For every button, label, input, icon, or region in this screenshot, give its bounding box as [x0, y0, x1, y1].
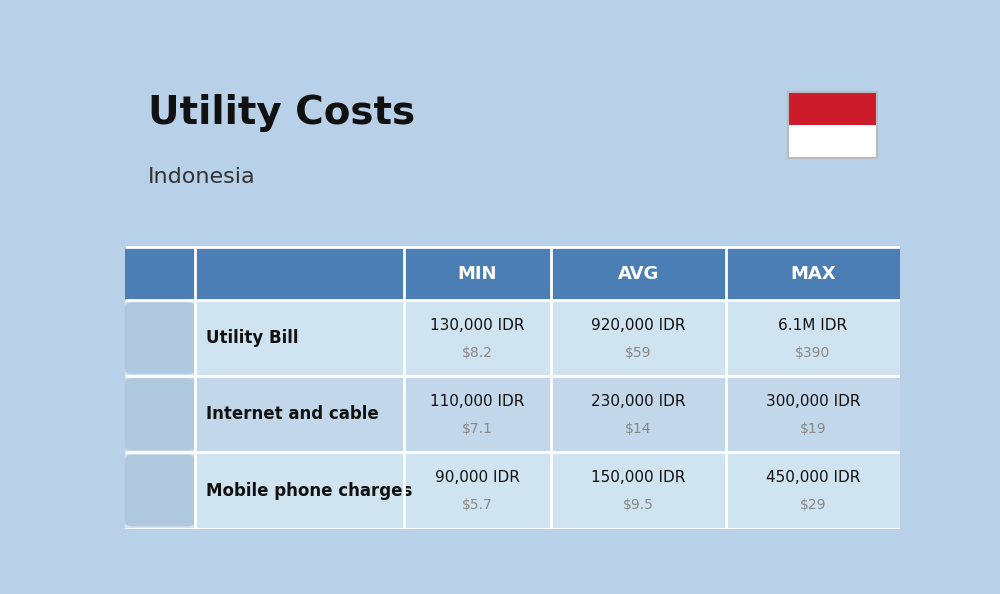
- Text: AVG: AVG: [618, 265, 659, 283]
- Text: $14: $14: [625, 422, 652, 436]
- Text: $59: $59: [625, 346, 652, 360]
- Text: MAX: MAX: [790, 265, 836, 283]
- Text: MIN: MIN: [458, 265, 497, 283]
- Text: 90,000 IDR: 90,000 IDR: [435, 470, 520, 485]
- Bar: [788, 92, 877, 158]
- Bar: [125, 300, 900, 376]
- Text: $5.7: $5.7: [462, 498, 493, 512]
- FancyBboxPatch shape: [125, 302, 195, 374]
- Text: 450,000 IDR: 450,000 IDR: [766, 470, 860, 485]
- Bar: [788, 92, 877, 125]
- Bar: [125, 453, 900, 529]
- Text: Internet and cable: Internet and cable: [206, 405, 379, 424]
- Text: $9.5: $9.5: [623, 498, 654, 512]
- Text: 6.1M IDR: 6.1M IDR: [778, 318, 847, 333]
- Bar: [125, 247, 900, 300]
- Bar: [788, 125, 877, 158]
- Text: 150,000 IDR: 150,000 IDR: [591, 470, 686, 485]
- Text: $19: $19: [800, 422, 826, 436]
- Text: 110,000 IDR: 110,000 IDR: [430, 394, 525, 409]
- Text: $390: $390: [795, 346, 830, 360]
- Text: $8.2: $8.2: [462, 346, 493, 360]
- Bar: [125, 376, 900, 453]
- Text: 230,000 IDR: 230,000 IDR: [591, 394, 686, 409]
- Text: Indonesia: Indonesia: [148, 168, 256, 187]
- Text: Mobile phone charges: Mobile phone charges: [206, 482, 413, 500]
- FancyBboxPatch shape: [125, 378, 195, 450]
- Text: 130,000 IDR: 130,000 IDR: [430, 318, 525, 333]
- Text: Utility Bill: Utility Bill: [206, 329, 299, 347]
- Text: 920,000 IDR: 920,000 IDR: [591, 318, 686, 333]
- FancyBboxPatch shape: [125, 455, 195, 526]
- Text: Utility Costs: Utility Costs: [148, 94, 415, 132]
- Text: 300,000 IDR: 300,000 IDR: [766, 394, 860, 409]
- Text: $29: $29: [800, 498, 826, 512]
- Text: $7.1: $7.1: [462, 422, 493, 436]
